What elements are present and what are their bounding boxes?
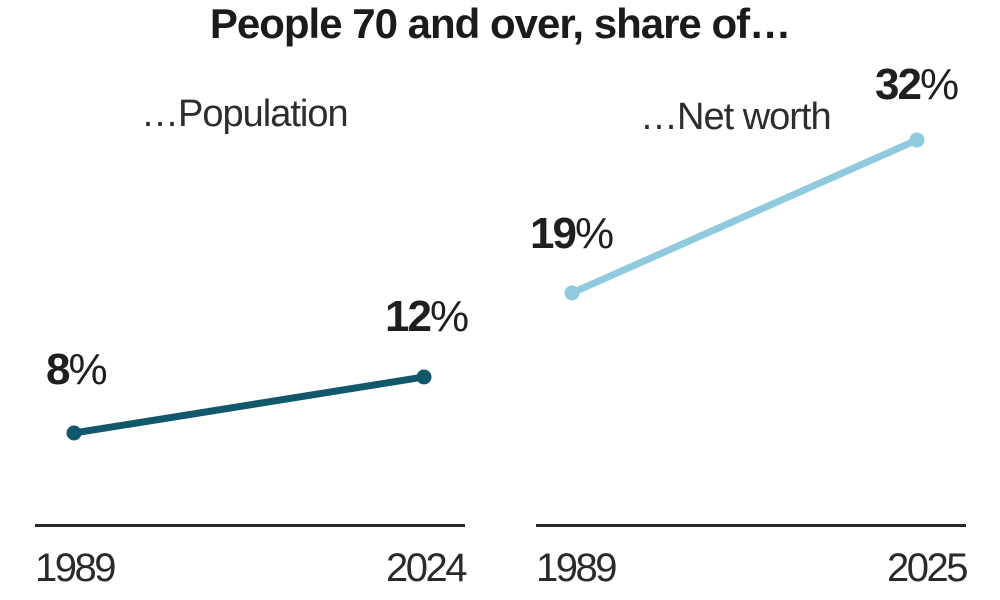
- series-population: [66, 369, 432, 441]
- tick-net-worth-1989: 1989: [536, 546, 617, 590]
- net-worth-line: [568, 136, 921, 297]
- percent-sign: %: [429, 292, 469, 341]
- population-point-2024: [416, 369, 432, 385]
- panel-label-population: …Population: [141, 93, 349, 135]
- point-value: 32: [875, 60, 922, 109]
- point-value: 8: [46, 345, 71, 394]
- percent-sign: %: [919, 60, 959, 109]
- point-label-net-worth-2025: 32%: [875, 60, 959, 109]
- point-label-net-worth-1989: 19%: [530, 209, 614, 258]
- population-line: [70, 373, 428, 437]
- percent-sign: %: [574, 209, 614, 258]
- tick-population-2024: 2024: [386, 546, 467, 590]
- panel-label-net-worth: …Net worth: [640, 96, 832, 138]
- point-label-population-1989: 8%: [46, 345, 108, 394]
- percent-sign: %: [68, 345, 107, 394]
- series-net-worth: [564, 132, 925, 301]
- point-value: 12: [385, 292, 432, 341]
- net-worth-point-2025: [909, 132, 925, 148]
- point-value: 19: [530, 209, 577, 258]
- chart-title: People 70 and over, share of…: [209, 0, 791, 47]
- x-axis-labels-population: 1989 2024: [35, 546, 467, 590]
- x-axis-labels-net-worth: 1989 2025: [536, 546, 968, 590]
- net-worth-point-1989: [564, 285, 580, 301]
- tick-net-worth-2025: 2025: [887, 546, 968, 590]
- population-point-1989: [66, 425, 82, 441]
- point-label-population-2024: 12%: [385, 292, 469, 341]
- tick-population-1989: 1989: [35, 546, 116, 590]
